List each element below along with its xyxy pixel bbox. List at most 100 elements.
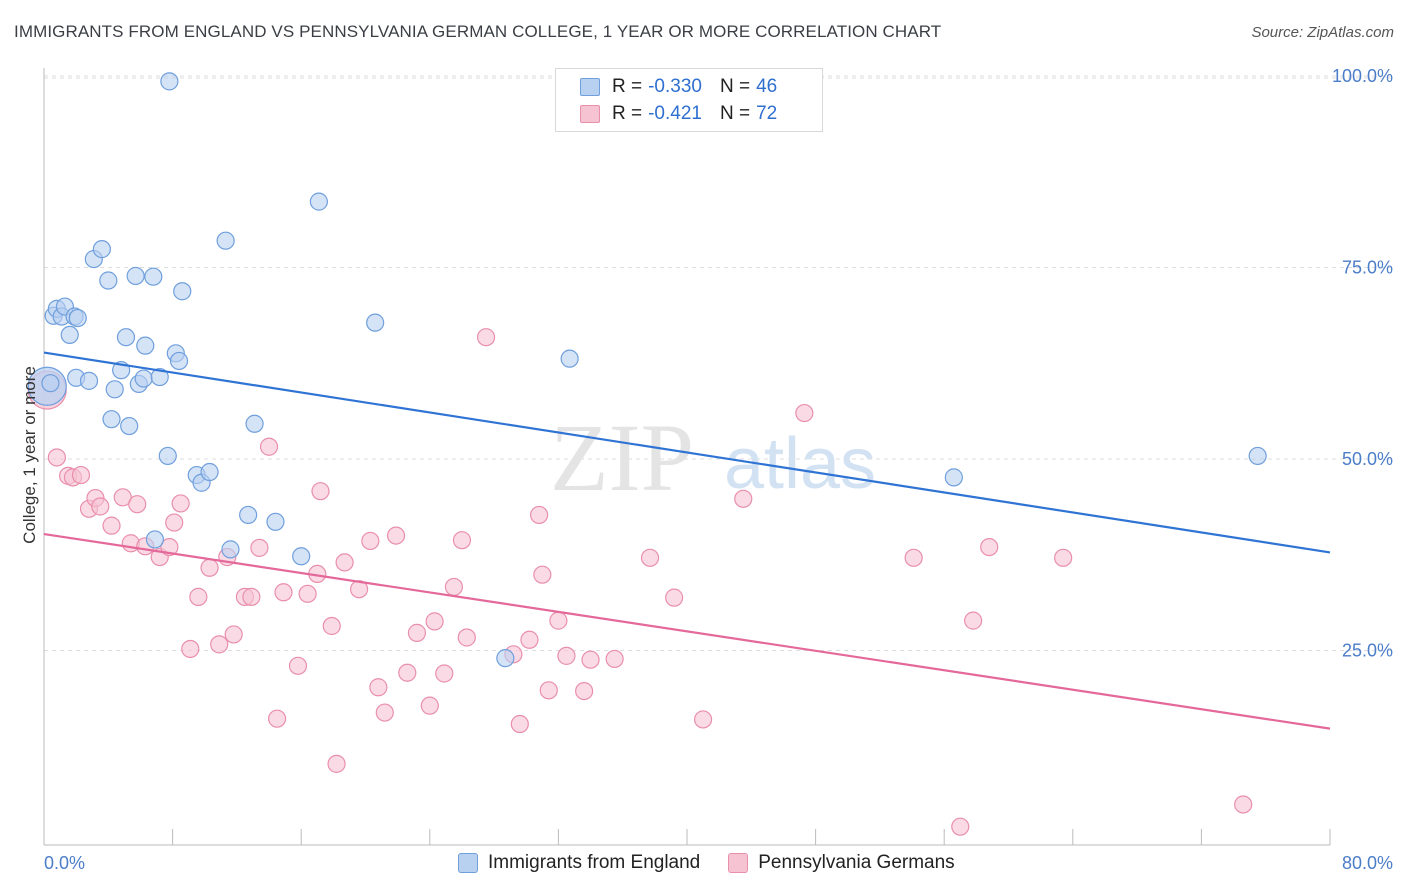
england-point	[134, 369, 153, 388]
y-tick-label: 50.0%	[1342, 449, 1393, 469]
england-point	[366, 313, 385, 332]
england-point	[158, 446, 177, 466]
england-point	[144, 267, 163, 286]
legend-r-value: -0.330	[648, 76, 702, 97]
pa-german-point	[91, 497, 110, 516]
pa-german-point	[530, 505, 549, 525]
pa-german-point	[189, 587, 208, 606]
legend-swatch-pink	[728, 853, 749, 873]
legend-r-label: R =	[612, 103, 643, 124]
england-point	[79, 371, 99, 390]
pa-german-point	[665, 588, 684, 607]
chart-title: IMMIGRANTS FROM ENGLAND VS PENNSYLVANIA …	[14, 22, 942, 41]
england-point	[200, 462, 219, 482]
pa-german-point	[200, 558, 219, 577]
blue-series-points	[27, 72, 1267, 668]
england-point	[221, 540, 240, 559]
legend-n-label: N =	[719, 103, 751, 124]
england-point	[105, 380, 124, 399]
pa-german-point	[549, 611, 568, 630]
watermark-zip: ZIP	[550, 404, 694, 511]
england-point	[169, 351, 189, 371]
pa-german-point	[795, 403, 814, 423]
pa-german-point	[425, 612, 444, 631]
pa-german-point	[1234, 795, 1253, 814]
england-point	[150, 367, 169, 387]
pa-german-point	[420, 696, 439, 715]
legend-n-value: 72	[756, 103, 778, 124]
legend-item-pa-german: Pennsylvania Germans	[728, 852, 955, 874]
legend-label-pa-german: Pennsylvania Germans	[758, 852, 955, 873]
pa-german-point	[259, 437, 279, 456]
y-tick-label: 25.0%	[1342, 641, 1393, 661]
pa-german-point	[904, 548, 923, 567]
pa-german-point	[398, 663, 417, 682]
pa-german-point	[444, 577, 464, 597]
source-label: Source: ZipAtlas.com	[1251, 24, 1394, 41]
y-tick-label: 100.0%	[1332, 66, 1393, 86]
pa-german-point	[1054, 548, 1073, 567]
pa-german-point	[224, 625, 243, 644]
pa-german-point	[539, 681, 558, 700]
pa-german-point	[435, 664, 454, 683]
pa-german-point	[171, 494, 190, 513]
pa-german-point	[557, 646, 576, 665]
pa-german-point	[210, 635, 229, 654]
england-point	[173, 282, 192, 301]
pa-german-point	[980, 537, 999, 557]
england-point	[292, 547, 311, 566]
england-point	[116, 328, 136, 347]
legend-item-england: Immigrants from England	[458, 852, 700, 874]
pa-german-point	[575, 681, 594, 701]
axes	[43, 68, 1331, 846]
pa-german-point	[452, 531, 472, 550]
england-point	[120, 416, 139, 436]
england-point	[60, 325, 79, 345]
pa-german-point	[361, 531, 380, 551]
england-trend-line	[43, 351, 1331, 554]
england-point	[68, 308, 87, 328]
pa-german-point	[369, 678, 388, 697]
pa-german-point	[693, 710, 713, 729]
pa-german-point	[181, 639, 200, 659]
pa-german-point	[327, 754, 346, 773]
england-point	[126, 266, 145, 286]
england-point	[1248, 446, 1267, 466]
pa-german-point	[533, 565, 552, 584]
pa-german-point	[250, 538, 269, 557]
england-point	[309, 192, 328, 211]
pa-german-point	[113, 488, 132, 507]
legend-r-label: R =	[612, 76, 643, 97]
pa-german-point	[457, 628, 476, 647]
watermark: ZIP atlas	[550, 404, 876, 511]
x-tick-label: 80.0%	[1342, 853, 1393, 873]
watermark-atlas: atlas	[724, 424, 876, 504]
pa-german-point	[520, 630, 539, 649]
pa-german-point	[605, 649, 624, 669]
legend-swatch-pink	[580, 105, 600, 123]
pa-german-point	[335, 553, 354, 572]
england-point	[560, 349, 579, 368]
pa-german-point	[407, 623, 427, 642]
legend-n-value: 46	[756, 76, 778, 97]
pa-german-point	[951, 817, 970, 836]
pa-german-point	[242, 587, 261, 606]
legend-row-pa-german: R = -0.421 N = 72	[580, 102, 777, 126]
pa-german-point	[322, 616, 341, 636]
england-point	[99, 271, 118, 290]
stats-legend: R = -0.330 N = 46 R = -0.421 N = 72	[555, 68, 823, 132]
pa-german-point	[640, 548, 660, 567]
england-point	[944, 468, 963, 487]
pa-german-point	[510, 714, 529, 734]
pa-german-point	[128, 495, 147, 514]
pa-german-point	[298, 584, 317, 603]
y-tick-label: 75.0%	[1342, 258, 1393, 278]
legend-swatch-blue	[458, 853, 478, 873]
pa-german-point	[581, 650, 600, 669]
legend-label-england: Immigrants from England	[488, 852, 701, 873]
y-axis-label: College, 1 year or more	[20, 366, 39, 544]
pa-german-point	[734, 489, 753, 508]
pa-german-point	[47, 448, 66, 467]
legend-swatch-blue	[580, 78, 600, 96]
